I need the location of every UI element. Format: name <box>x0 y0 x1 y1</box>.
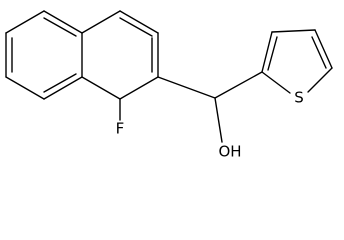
atom-label: OH <box>218 143 241 161</box>
bonds <box>5 10 333 143</box>
atom-label: S <box>294 89 304 107</box>
atom-label: F <box>116 120 125 138</box>
molecule-diagram: F OH S <box>5 10 333 161</box>
